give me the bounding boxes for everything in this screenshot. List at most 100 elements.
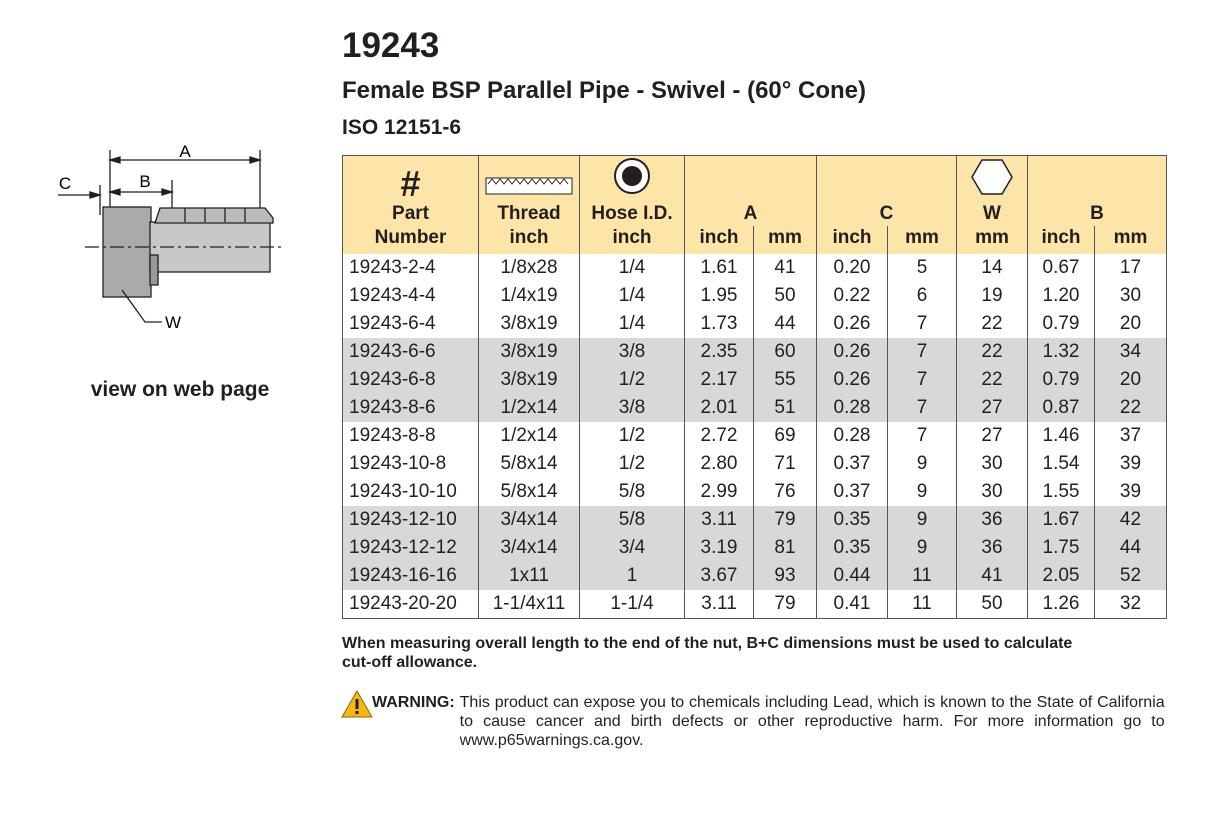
header-icon-cell	[478, 155, 580, 202]
column-header: B	[1027, 202, 1167, 226]
table-cell: 1/2	[579, 450, 685, 478]
table-cell: 50	[956, 590, 1028, 619]
table-cell: 1.32	[1027, 338, 1095, 366]
table-cell: 3/8x19	[478, 338, 580, 366]
table-cell: 44	[753, 310, 817, 338]
standard: ISO 12151-6	[342, 116, 462, 139]
table-cell: 1/2x14	[478, 394, 580, 422]
table-row: 19243-4-4 1/4x19 1/4 1.95 50 0.22 6 19 1.20 30	[342, 282, 1167, 310]
table-cell: 11	[887, 590, 957, 619]
unit-header: mm	[887, 226, 957, 254]
table-cell: 55	[753, 366, 817, 394]
warning-text: This product can expose you to chemicals…	[459, 694, 1165, 749]
table-cell: 1/8x28	[478, 254, 580, 282]
table-cell: 1-1/4x11	[478, 590, 580, 619]
column-header: Thread	[478, 202, 580, 226]
table-cell: 19243-16-16	[342, 562, 479, 590]
table-cell: 37	[1094, 422, 1167, 450]
table-cell: 34	[1094, 338, 1167, 366]
fitting-drawing: A B C W	[58, 142, 285, 332]
table-cell: 19243-6-6	[342, 338, 479, 366]
table-cell: 9	[887, 450, 957, 478]
table-cell: 5/8	[579, 506, 685, 534]
table-cell: 2.01	[684, 394, 754, 422]
table-cell: 5/8x14	[478, 450, 580, 478]
table-cell: 41	[753, 254, 817, 282]
table-cell: 19243-12-12	[342, 534, 479, 562]
header-icon-cell	[684, 155, 817, 202]
table-cell: 0.37	[816, 450, 888, 478]
table-cell: 93	[753, 562, 817, 590]
unit-header: inch	[684, 226, 754, 254]
table-cell: 1.95	[684, 282, 754, 310]
table-cell: 30	[1094, 282, 1167, 310]
table-cell: 1.61	[684, 254, 754, 282]
table-cell: 0.37	[816, 478, 888, 506]
table-cell: 1.67	[1027, 506, 1095, 534]
table-cell: 0.20	[816, 254, 888, 282]
table-cell: 79	[753, 506, 817, 534]
title: Female BSP Parallel Pipe - Swivel - (60°…	[342, 77, 867, 104]
table-cell: 39	[1094, 450, 1167, 478]
table-cell: 20	[1094, 310, 1167, 338]
table-cell: 19243-4-4	[342, 282, 479, 310]
table-cell: 5/8x14	[478, 478, 580, 506]
table-cell: 7	[887, 310, 957, 338]
table-cell: 2.35	[684, 338, 754, 366]
table-cell: 1	[579, 562, 685, 590]
table-cell: 19243-20-20	[342, 590, 479, 619]
table-cell: 1.73	[684, 310, 754, 338]
table-cell: 7	[887, 366, 957, 394]
table-cell: 3.19	[684, 534, 754, 562]
table-cell: 0.22	[816, 282, 888, 310]
table-cell: 19243-10-8	[342, 450, 479, 478]
table-cell: 14	[956, 254, 1028, 282]
warning: WARNING: This product can expose you to …	[341, 690, 1165, 750]
table-cell: 1/2	[579, 366, 685, 394]
table-row: 19243-10-8 5/8x14 1/2 2.80 71 0.37 9 30 1.54 39	[342, 450, 1167, 478]
table-cell: 6	[887, 282, 957, 310]
table-cell: 0.26	[816, 366, 888, 394]
table-cell: 69	[753, 422, 817, 450]
table-cell: 7	[887, 394, 957, 422]
table-cell: 81	[753, 534, 817, 562]
web-link[interactable]: view on web page	[90, 378, 270, 401]
table-cell: 1.54	[1027, 450, 1095, 478]
table-cell: 0.26	[816, 338, 888, 366]
table-cell: 1/4x19	[478, 282, 580, 310]
table-cell: 0.87	[1027, 394, 1095, 422]
table-cell: 0.44	[816, 562, 888, 590]
table-cell: 2.99	[684, 478, 754, 506]
table-cell: 0.26	[816, 310, 888, 338]
table-cell: 0.41	[816, 590, 888, 619]
table-cell: 9	[887, 534, 957, 562]
table-cell: 44	[1094, 534, 1167, 562]
header-icon-cell	[956, 155, 1028, 202]
table-cell: 27	[956, 394, 1028, 422]
table-cell: 60	[753, 338, 817, 366]
table-cell: 1/4	[579, 254, 685, 282]
table-row: 19243-8-6 1/2x14 3/8 2.01 51 0.28 7 27 0.87 22	[342, 394, 1167, 422]
column-header: A	[684, 202, 817, 226]
table-cell: 3/8x19	[478, 310, 580, 338]
unit-header: inch	[1027, 226, 1095, 254]
header-icon-cell	[1027, 155, 1167, 202]
dim-label: W	[165, 313, 181, 332]
table-cell: 3/8	[579, 394, 685, 422]
table-cell: 19243-12-10	[342, 506, 479, 534]
table-cell: 27	[956, 422, 1028, 450]
table-cell: 9	[887, 506, 957, 534]
table-cell: 22	[956, 366, 1028, 394]
table-cell: 17	[1094, 254, 1167, 282]
table-cell: 11	[887, 562, 957, 590]
dim-label: C	[59, 174, 71, 193]
table-cell: 19243-8-8	[342, 422, 479, 450]
unit-header: mm	[753, 226, 817, 254]
table-cell: 9	[887, 478, 957, 506]
table-cell: 79	[753, 590, 817, 619]
table-cell: 0.79	[1027, 366, 1095, 394]
column-header: Part	[342, 202, 479, 226]
table-cell: 0.35	[816, 534, 888, 562]
table-row: 19243-6-6 3/8x19 3/8 2.35 60 0.26 7 22 1.32 34	[342, 338, 1167, 366]
table-cell: 3/8	[579, 338, 685, 366]
